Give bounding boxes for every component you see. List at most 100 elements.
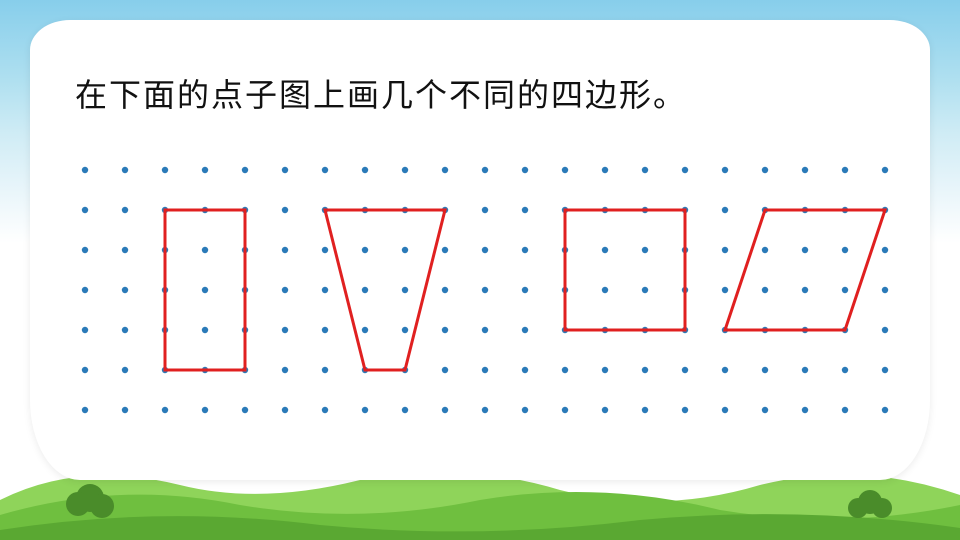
grid-dot (482, 367, 488, 373)
grid-dot (482, 167, 488, 173)
grid-dot (522, 247, 528, 253)
grid-dot (482, 287, 488, 293)
grid-dot (162, 167, 168, 173)
grid-dot (162, 407, 168, 413)
grid-dot (442, 167, 448, 173)
grid-dot (442, 247, 448, 253)
grid-dot (762, 247, 768, 253)
grid-dot (402, 247, 408, 253)
grid-dot (642, 407, 648, 413)
grid-dot (122, 327, 128, 333)
grid-dot (522, 407, 528, 413)
grid-dot (442, 327, 448, 333)
grid-dot (842, 367, 848, 373)
grid-dot (642, 367, 648, 373)
grid-dot (202, 167, 208, 173)
grid-dot (522, 327, 528, 333)
grid-dot (522, 167, 528, 173)
grid-dot (522, 207, 528, 213)
grid-dot (282, 247, 288, 253)
grid-dot (482, 247, 488, 253)
grid-dot (282, 207, 288, 213)
grid-dot (442, 407, 448, 413)
shape-parallelogram (725, 210, 885, 330)
grid-dot (242, 407, 248, 413)
grid-dot (362, 327, 368, 333)
grid-dot (722, 167, 728, 173)
grid-dot (402, 327, 408, 333)
grid-dot (802, 167, 808, 173)
grid-dot (642, 247, 648, 253)
grid-dot (802, 407, 808, 413)
grid-dot (282, 287, 288, 293)
grid-dot (82, 247, 88, 253)
shape-trapezoid (325, 210, 445, 370)
grid-dot (402, 407, 408, 413)
grid-dot (402, 167, 408, 173)
grid-dot (522, 287, 528, 293)
grid-dot (322, 407, 328, 413)
grid-dot (602, 367, 608, 373)
grid-dot (282, 407, 288, 413)
grid-dot (882, 247, 888, 253)
shape-square (565, 210, 685, 330)
grid-dot (442, 367, 448, 373)
grid-dot (642, 287, 648, 293)
grid-dot (882, 167, 888, 173)
grid-dot (82, 207, 88, 213)
grid-dot (362, 247, 368, 253)
grid-dot (842, 287, 848, 293)
grid-dot (362, 167, 368, 173)
grid-dot (322, 367, 328, 373)
grid-dot (322, 287, 328, 293)
grid-dot (122, 287, 128, 293)
grid-dot (82, 407, 88, 413)
grid-dot (602, 287, 608, 293)
grid-dot (762, 367, 768, 373)
grid-dot (842, 167, 848, 173)
grid-dot (282, 327, 288, 333)
grid-dot (482, 327, 488, 333)
grid-dot (602, 167, 608, 173)
grid-dot (722, 207, 728, 213)
grid-dot (762, 167, 768, 173)
grid-dot (202, 407, 208, 413)
grid-dot (242, 167, 248, 173)
grid-dot (562, 367, 568, 373)
grid-dot (362, 407, 368, 413)
grid-dot (882, 327, 888, 333)
grid-dot (802, 287, 808, 293)
grid-dot (842, 407, 848, 413)
grid-dot (882, 407, 888, 413)
grid-dot (522, 367, 528, 373)
grid-dot (362, 287, 368, 293)
grid-dot (122, 167, 128, 173)
grid-dot (602, 407, 608, 413)
grid-dot (122, 407, 128, 413)
grid-dot (202, 327, 208, 333)
grid-dot (322, 247, 328, 253)
grid-dot (762, 407, 768, 413)
grid-dot (722, 407, 728, 413)
grid-dot (122, 367, 128, 373)
grid-dot (482, 407, 488, 413)
grid-dot (442, 287, 448, 293)
grid-dot (322, 167, 328, 173)
grid-dot (722, 287, 728, 293)
grid-dot (562, 167, 568, 173)
grid-dot (82, 167, 88, 173)
grid-dot (82, 327, 88, 333)
grid-dot (802, 247, 808, 253)
grid-dot (722, 367, 728, 373)
grid-dot (122, 247, 128, 253)
grid-dot (202, 287, 208, 293)
grid-dot (482, 207, 488, 213)
grid-dot (282, 367, 288, 373)
prompt-text: 在下面的点子图上画几个不同的四边形。 (75, 70, 687, 116)
grid-dot (82, 367, 88, 373)
grid-dot (122, 207, 128, 213)
grid-dot (802, 367, 808, 373)
grid-dot (282, 167, 288, 173)
grid-dot (682, 167, 688, 173)
grid-dot (882, 367, 888, 373)
